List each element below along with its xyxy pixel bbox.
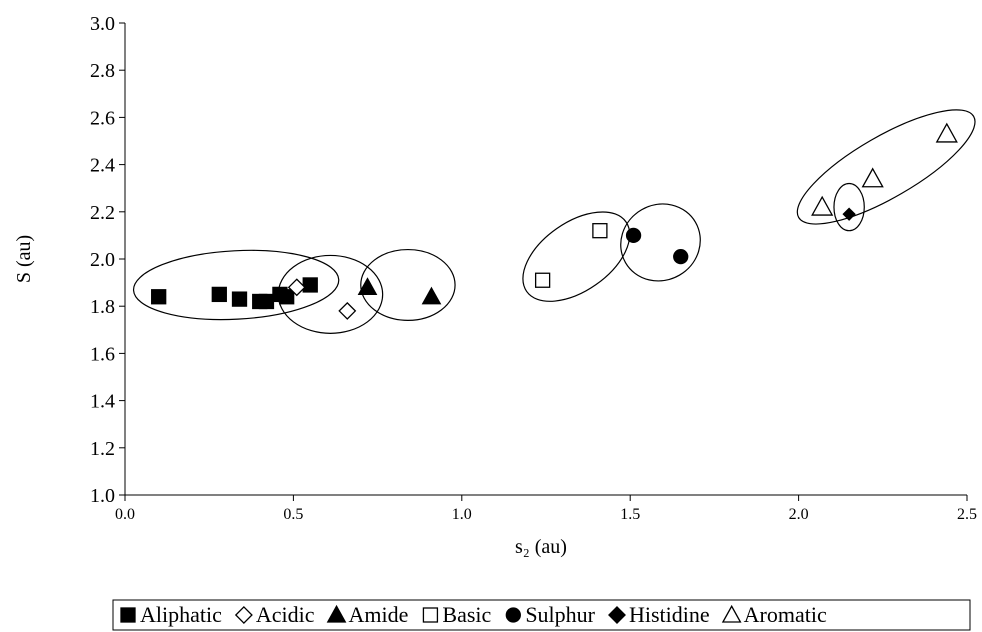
- legend-label-aliphatic: Aliphatic: [140, 602, 222, 627]
- y-axis-label: S (au): [13, 235, 35, 283]
- point-acidic: [287, 278, 306, 297]
- point-aliphatic: [231, 291, 248, 307]
- x-tick-label: 0.0: [115, 506, 135, 523]
- data-points: [151, 122, 958, 320]
- legend-marker-sulphur: [505, 607, 521, 623]
- point-aliphatic: [258, 293, 275, 310]
- point-sulphur: [673, 248, 689, 265]
- legend-box: [112, 599, 971, 631]
- point-aliphatic: [151, 289, 167, 305]
- y-tick-label: 2.0: [90, 249, 115, 271]
- y-tick-label: 1.4: [90, 391, 115, 413]
- y-tick-label: 2.4: [90, 155, 115, 177]
- legend-marker-amide: [326, 604, 347, 623]
- point-amide: [357, 277, 378, 295]
- legend-marker-aromatic: [721, 604, 742, 623]
- legend-marker-histidine: [608, 606, 626, 624]
- y-tick-label: 1.6: [90, 343, 115, 365]
- point-amide: [421, 286, 442, 305]
- legend-label-basic: Basic: [442, 602, 491, 627]
- group-ellipse-aromatic: [796, 109, 976, 225]
- y-tick-label: 1.2: [90, 438, 115, 460]
- group-ellipse-basic: [522, 211, 631, 302]
- point-histidine: [842, 207, 856, 221]
- point-basic: [592, 223, 608, 239]
- point-aromatic: [935, 122, 958, 143]
- legend-label-aromatic: Aromatic: [744, 602, 827, 627]
- x-tick-label: 2.0: [789, 506, 809, 523]
- group-ellipse-histidine: [833, 182, 865, 232]
- x-axis-label: s₂ (au): [515, 536, 567, 558]
- legend-marker-acidic: [234, 606, 253, 624]
- axes: 1.0 1.2 1.4 1.6 1.8 2.0 2.2 2.4 2.6 2.8 3.0 0.0 0.5 1…: [90, 13, 977, 523]
- point-basic: [534, 272, 551, 288]
- point-aromatic: [861, 167, 884, 188]
- group-ellipses: [132, 109, 976, 334]
- group-ellipse-sulphur: [620, 203, 701, 282]
- x-tick-label: 0.5: [283, 506, 303, 523]
- legend: Aliphatic Acidic Amide Basic Sulphur Histidin…: [112, 599, 971, 631]
- legend-label-acidic: Acidic: [256, 602, 315, 627]
- x-tick-label: 1.0: [452, 506, 472, 523]
- y-tick-label: 2.2: [90, 202, 115, 224]
- group-ellipse-amide: [360, 248, 456, 321]
- y-tick-label: 1.8: [90, 296, 115, 318]
- point-aliphatic: [211, 286, 227, 303]
- point-acidic: [338, 301, 357, 320]
- legend-marker-basic: [422, 607, 439, 623]
- point-aliphatic: [279, 289, 295, 305]
- x-tick-label: 2.5: [957, 506, 977, 523]
- point-aliphatic: [302, 277, 318, 293]
- legend-label-amide: Amide: [349, 602, 409, 627]
- point-aromatic: [811, 195, 834, 216]
- y-tick-label: 2.8: [90, 60, 115, 82]
- legend-label-histidine: Histidine: [629, 602, 710, 627]
- y-tick-label: 2.6: [90, 107, 115, 129]
- point-sulphur: [625, 227, 642, 244]
- y-tick-label: 3.0: [90, 13, 115, 35]
- y-tick-label: 1.0: [90, 485, 115, 507]
- legend-marker-aliphatic: [120, 607, 136, 623]
- group-ellipse-aliphatic: [132, 249, 340, 321]
- legend-label-sulphur: Sulphur: [525, 602, 595, 627]
- x-tick-label: 1.5: [620, 506, 640, 523]
